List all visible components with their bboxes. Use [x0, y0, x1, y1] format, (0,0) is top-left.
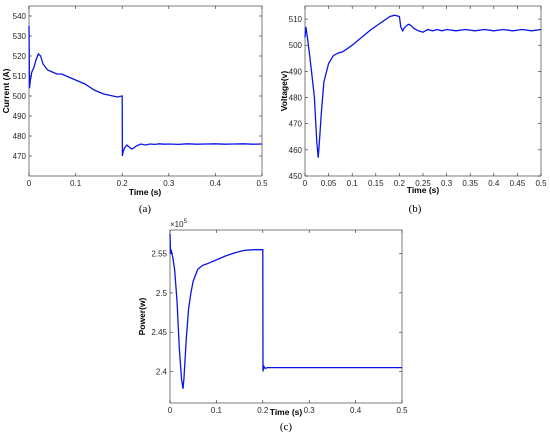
y-tick-label: 470 [289, 120, 303, 129]
x-tick-label: 0 [303, 179, 308, 188]
y-axis-label-c: Power(w) [137, 297, 147, 335]
y-tick-label: 2.45 [151, 328, 167, 337]
x-tick-label: 0.05 [321, 179, 337, 188]
caption-b: (b) [409, 203, 422, 215]
x-tick-label: 0.3 [441, 179, 453, 188]
caption-c: (c) [280, 421, 293, 433]
x-tick-label: 0.1 [70, 179, 82, 188]
y-tick-label: 480 [13, 132, 27, 141]
y-tick-label: 2.4 [156, 368, 168, 377]
y-tick-label: 510 [289, 15, 303, 24]
panel-c: 0 0.1 0.2 0.3 0.4 0.52.42.452.52.55 Time (s) … [137, 219, 408, 433]
x-tick-label: 0.15 [368, 179, 384, 188]
y-axis-label-a: Current (A) [1, 68, 11, 113]
x-tick-label: 0.4 [350, 406, 362, 415]
x-axis-label-c: Time (s) [270, 407, 303, 417]
y-axis-label-b: Voltage(v) [279, 71, 289, 112]
x-tick-label: 0 [168, 406, 173, 415]
ticks-b: 0 0.05 0.1 0.15 0.2 0.25 0.3 0.35 0.4 0.45 0.5 450 4… [289, 6, 547, 188]
power-line [169, 233, 402, 389]
x-tick-label: 0.1 [347, 179, 359, 188]
current-line [28, 25, 263, 157]
y-tick-label: 520 [13, 52, 27, 61]
plot-area-a [28, 5, 263, 177]
x-tick-label: 0.3 [304, 406, 316, 415]
x-axis-label-b: Time (s) [407, 185, 440, 195]
exponent-base: ×10 [170, 220, 184, 229]
y-tick-label: 470 [13, 152, 27, 161]
plot-area-c [169, 229, 403, 404]
x-tick-label: 0.5 [535, 179, 547, 188]
ticks-c: 0 0.1 0.2 0.3 0.4 0.5 2.4 2.45 2.5 2.55 [151, 230, 408, 415]
x-tick-label: 0.1 [211, 406, 223, 415]
x-tick-label: 0.5 [256, 179, 268, 188]
x-tick-label: 0.2 [117, 179, 129, 188]
x-tick-label: 0.4 [488, 179, 500, 188]
y-tick-label: 460 [289, 146, 303, 155]
y-tick-label: 450 [289, 172, 303, 181]
y-tick-label: 2.5 [156, 289, 168, 298]
x-tick-label: 0.5 [396, 406, 408, 415]
y-tick-label: 510 [13, 72, 27, 81]
x-tick-label: 0.2 [394, 179, 406, 188]
y-tick-label: 490 [289, 67, 303, 76]
panel-b: 0 0.05 0.1 0.15 0.2 0.25 0.3 0.35 0.4 0.45 0.5 450 4… [279, 5, 547, 215]
x-tick-label: 0 [27, 179, 32, 188]
y-axis-exponent-c: ×105 [170, 219, 188, 229]
x-axis-label-a: Time (s) [129, 187, 162, 197]
panel-a: 0 0.1 0.2 0.3 0.4 0.5 470 480 490 500 510 520 530 540… [1, 5, 268, 215]
y-tick-label: 500 [289, 41, 303, 50]
y-tick-label: 490 [13, 112, 27, 121]
x-tick-label: 0.25 [415, 179, 431, 188]
y-tick-label: 530 [13, 32, 27, 41]
x-tick-label: 0.45 [510, 179, 526, 188]
x-tick-label: 0.3 [163, 179, 175, 188]
caption-a: (a) [139, 203, 152, 215]
ticks-a: 0 0.1 0.2 0.3 0.4 0.5 470 480 490 500 510 520 530 540 [13, 6, 268, 188]
exponent-power: 5 [184, 219, 188, 225]
x-tick-label: 0.2 [257, 406, 269, 415]
voltage-line [304, 14, 542, 158]
x-tick-label: 0.4 [210, 179, 222, 188]
x-tick-label: 0.35 [462, 179, 478, 188]
y-tick-label: 480 [289, 94, 303, 103]
y-tick-label: 500 [13, 92, 27, 101]
y-tick-label: 540 [13, 12, 27, 21]
y-tick-label: 2.55 [151, 250, 167, 259]
